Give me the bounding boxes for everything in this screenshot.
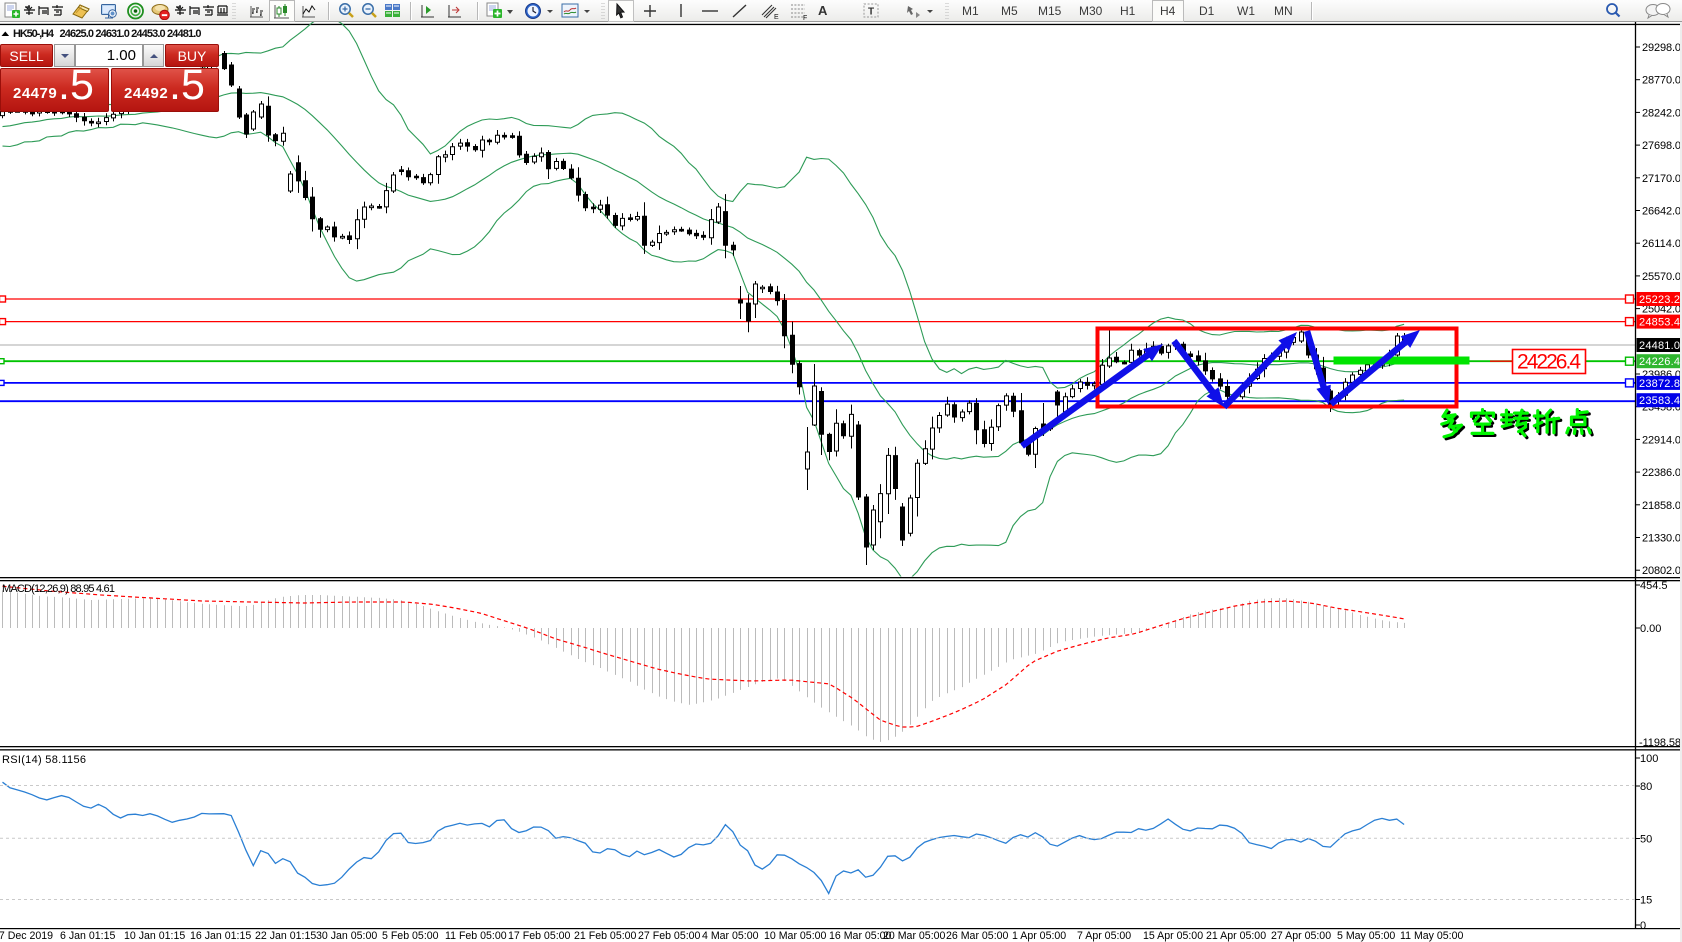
svg-text:11 May 05:00: 11 May 05:00 [1400,930,1464,942]
svg-text:20 Mar 05:00: 20 Mar 05:00 [883,930,946,942]
svg-text:23583.4: 23583.4 [1639,395,1680,407]
svg-text:30 Jan 05:00: 30 Jan 05:00 [316,930,377,942]
svg-text:11 Feb 05:00: 11 Feb 05:00 [445,930,507,942]
svg-text:454.5: 454.5 [1640,580,1668,592]
svg-text:28770.0: 28770.0 [1642,75,1681,87]
svg-text:F: F [803,15,807,20]
svg-text:21858.0: 21858.0 [1642,500,1681,512]
svg-text:50: 50 [1640,834,1652,846]
svg-text:25223.2: 25223.2 [1639,294,1680,306]
svg-text:29298.0: 29298.0 [1642,42,1681,54]
svg-text:7 Apr 05:00: 7 Apr 05:00 [1077,930,1131,942]
svg-text:24853.4: 24853.4 [1639,317,1680,329]
svg-text:27698.0: 27698.0 [1642,140,1681,152]
svg-text:1 Apr 05:00: 1 Apr 05:00 [1012,930,1066,942]
svg-text:22914.0: 22914.0 [1642,434,1681,446]
svg-text:20802.0: 20802.0 [1642,565,1681,577]
svg-text:26 Mar 05:00: 26 Mar 05:00 [946,930,1009,942]
svg-text:24481.0: 24481.0 [1639,340,1680,352]
svg-text:22386.0: 22386.0 [1642,467,1681,479]
svg-text:0: 0 [1640,920,1646,932]
svg-text:24226.4: 24226.4 [1639,356,1680,368]
svg-text:100: 100 [1640,753,1658,765]
svg-text:-1198.58: -1198.58 [1639,737,1681,749]
svg-text:22 Jan 01:15: 22 Jan 01:15 [255,930,316,942]
svg-text:80: 80 [1640,781,1652,793]
svg-text:5 Feb 05:00: 5 Feb 05:00 [382,930,439,942]
svg-text:16 Jan 01:15: 16 Jan 01:15 [190,930,251,942]
svg-text:HK50-,H4: HK50-,H4 [13,28,55,40]
svg-text:27 Dec 2019: 27 Dec 2019 [0,930,53,942]
svg-text:5 May 05:00: 5 May 05:00 [1337,930,1395,942]
svg-text:23872.8: 23872.8 [1639,378,1680,390]
svg-text:10 Mar 05:00: 10 Mar 05:00 [764,930,827,942]
svg-text:21 Apr 05:00: 21 Apr 05:00 [1206,930,1266,942]
svg-text:17 Feb 05:00: 17 Feb 05:00 [508,930,571,942]
svg-text:21330.0: 21330.0 [1642,533,1681,545]
svg-text:27 Apr 05:00: 27 Apr 05:00 [1271,930,1331,942]
svg-text:T: T [868,6,874,17]
svg-text:E: E [774,14,779,20]
svg-text:0.00: 0.00 [1640,623,1661,635]
svg-text:24226.4: 24226.4 [1517,351,1581,374]
svg-text:27 Feb 05:00: 27 Feb 05:00 [638,930,701,942]
svg-text:15 Apr 05:00: 15 Apr 05:00 [1143,930,1203,942]
svg-text:27170.0: 27170.0 [1642,173,1681,185]
svg-text:16 Mar 05:00: 16 Mar 05:00 [829,930,892,942]
svg-text:26114.0: 26114.0 [1642,238,1681,250]
svg-text:6 Jan 01:15: 6 Jan 01:15 [60,930,115,942]
svg-text:15: 15 [1640,895,1652,907]
svg-text:RSI(14) 58.1156: RSI(14) 58.1156 [2,754,86,766]
svg-text:26642.0: 26642.0 [1642,206,1681,218]
svg-text:24625.0 24631.0 24453.0 24481.: 24625.0 24631.0 24453.0 24481.0 [60,28,202,40]
svg-text:4 Mar 05:00: 4 Mar 05:00 [702,930,759,942]
svg-text:10 Jan 01:15: 10 Jan 01:15 [124,930,185,942]
svg-text:21 Feb 05:00: 21 Feb 05:00 [574,930,637,942]
svg-text:25570.0: 25570.0 [1642,271,1681,283]
svg-text:MACD(12,26,9) 88.95 4.61: MACD(12,26,9) 88.95 4.61 [2,583,115,595]
svg-text:28242.0: 28242.0 [1642,107,1681,119]
svg-text:25042.0: 25042.0 [1642,304,1681,316]
